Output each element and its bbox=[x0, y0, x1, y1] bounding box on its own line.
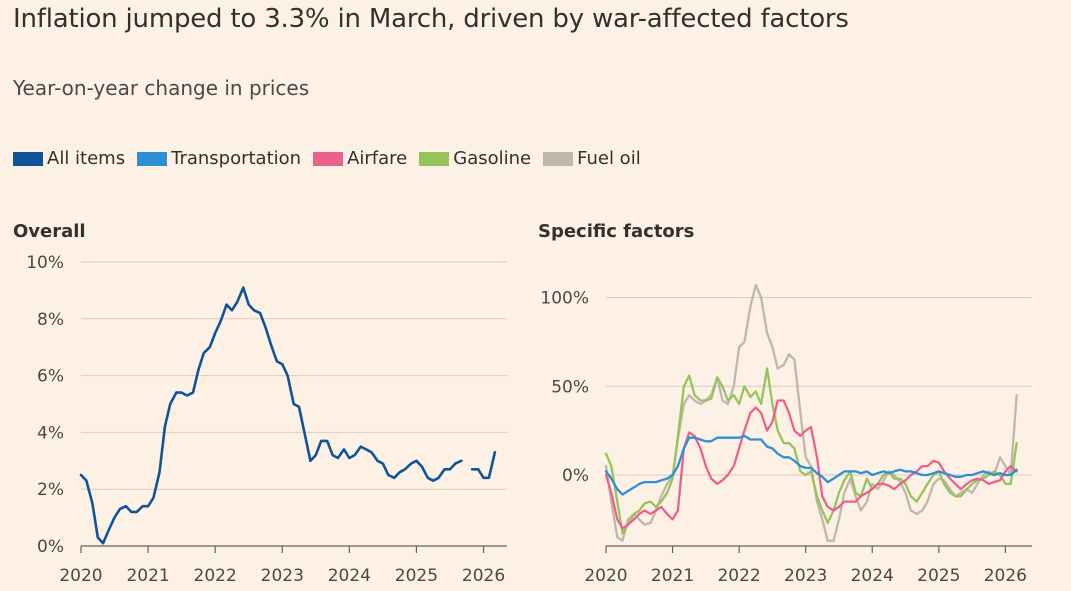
specific-series-line-gasoline bbox=[604, 367, 1018, 535]
legend-label-airfare: Airfare bbox=[347, 148, 408, 169]
legend-label-fuel-oil: Fuel oil bbox=[577, 148, 641, 169]
panel-title-overall: Overall bbox=[13, 221, 86, 242]
legend-label-all-items: All items bbox=[47, 148, 126, 169]
specific-xtick-label: 2021 bbox=[651, 566, 694, 586]
legend: All items Transportation Airfare Gasolin… bbox=[13, 148, 653, 169]
overall-xtick-label: 2025 bbox=[395, 566, 438, 586]
overall-xtick-label: 2023 bbox=[261, 566, 304, 586]
chart-subtitle: Year-on-year change in prices bbox=[13, 76, 310, 100]
specific-xtick-label: 2025 bbox=[917, 566, 960, 586]
overall-xtick-label: 2022 bbox=[194, 566, 237, 586]
legend-item-gasoline: Gasoline bbox=[419, 148, 531, 169]
specific-ytick-label: 0% bbox=[562, 466, 589, 486]
specific-xtick-label: 2022 bbox=[717, 566, 760, 586]
specific-xtick-label: 2026 bbox=[984, 566, 1027, 586]
specific-series-line-airfare bbox=[604, 399, 1018, 530]
overall-ytick-label: 4% bbox=[37, 423, 64, 443]
specific-xtick-label: 2023 bbox=[784, 566, 827, 586]
overall-ytick-label: 8% bbox=[37, 310, 64, 330]
specific-ytick-label: 100% bbox=[540, 289, 589, 309]
legend-item-fuel-oil: Fuel oil bbox=[543, 148, 641, 169]
specific-xtick-label: 2020 bbox=[584, 566, 627, 586]
overall-ytick-label: 10% bbox=[26, 253, 64, 273]
overall-xtick-label: 2026 bbox=[462, 566, 505, 586]
overall-xtick-label: 2021 bbox=[126, 566, 169, 586]
specific-xtick-label: 2024 bbox=[851, 566, 894, 586]
overall-xtick-label: 2020 bbox=[59, 566, 102, 586]
overall-ytick-label: 2% bbox=[37, 480, 64, 500]
legend-label-gasoline: Gasoline bbox=[453, 148, 532, 169]
legend-swatch-fuel-oil bbox=[543, 151, 574, 166]
specific-series-line-fuel-oil bbox=[604, 283, 1018, 542]
overall-xtick-label: 2024 bbox=[328, 566, 371, 586]
specific-series-line-transportation bbox=[604, 434, 1018, 496]
legend-swatch-all-items bbox=[13, 151, 43, 166]
legend-item-all-items: All items bbox=[13, 148, 125, 169]
legend-swatch-gasoline bbox=[419, 151, 450, 166]
legend-item-airfare: Airfare bbox=[313, 148, 407, 169]
specific-ytick-label: 50% bbox=[551, 377, 589, 397]
chart-title: Inflation jumped to 3.3% in March, drive… bbox=[13, 4, 849, 34]
legend-item-transportation: Transportation bbox=[137, 148, 301, 169]
panel-title-specific-factors: Specific factors bbox=[538, 221, 695, 242]
overall-ytick-label: 6% bbox=[37, 367, 64, 387]
overall-ytick-label: 0% bbox=[37, 537, 64, 557]
overall-series-line-all-items bbox=[79, 286, 497, 545]
legend-swatch-airfare bbox=[313, 151, 344, 166]
legend-swatch-transportation bbox=[137, 151, 168, 166]
legend-label-transportation: Transportation bbox=[171, 148, 302, 169]
